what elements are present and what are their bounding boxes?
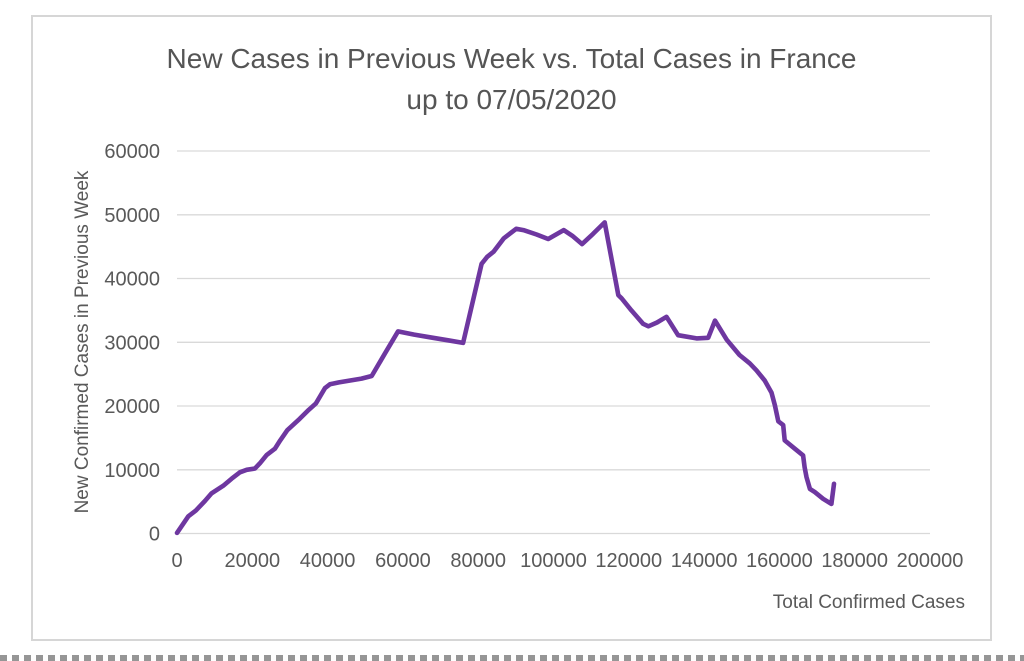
x-tick-label: 20000 — [224, 550, 280, 572]
x-axis-title: Total Confirmed Cases — [772, 592, 965, 613]
y-tick-label: 0 — [149, 524, 160, 546]
y-tick-label: 60000 — [104, 141, 160, 163]
x-tick-label: 60000 — [375, 550, 431, 572]
x-tick-label: 120000 — [595, 550, 662, 572]
chart-title-line2: up to 07/05/2020 — [406, 84, 617, 115]
x-tick-label: 140000 — [671, 550, 738, 572]
y-tick-label: 10000 — [104, 460, 160, 482]
chart-title: New Cases in Previous Week vs. Total Cas… — [31, 38, 992, 120]
x-tick-label: 0 — [171, 550, 182, 572]
x-tick-label: 100000 — [520, 550, 587, 572]
selection-marquee-dashes — [0, 655, 1024, 661]
chart-frame — [31, 15, 992, 641]
y-tick-label: 20000 — [104, 396, 160, 418]
y-tick-label: 50000 — [104, 205, 160, 227]
x-tick-label: 80000 — [450, 550, 506, 572]
x-tick-label: 200000 — [897, 550, 964, 572]
y-tick-label: 40000 — [104, 269, 160, 291]
series-line — [174, 220, 837, 536]
x-tick-label: 180000 — [821, 550, 888, 572]
chart-title-line1: New Cases in Previous Week vs. Total Cas… — [166, 43, 857, 74]
y-tick-label: 30000 — [104, 332, 160, 354]
x-tick-label: 40000 — [300, 550, 356, 572]
x-tick-label: 160000 — [746, 550, 813, 572]
